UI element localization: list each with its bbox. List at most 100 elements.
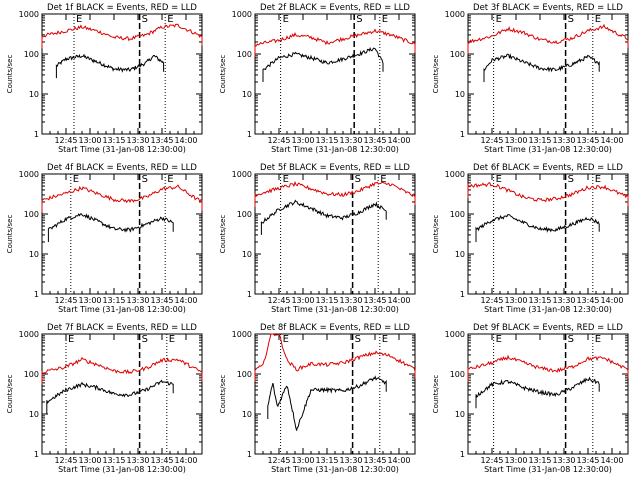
panel-det-9: Det 9f BLACK = Events, RED = LLD 1 10 100 10… [432,323,629,474]
panel-det-5: Det 5f BLACK = Events, RED = LLD 1 10 100 10… [219,163,416,314]
series-lld [254,180,416,207]
y-tick-label: 10 [455,90,465,99]
y-tick-label: 1000 [445,170,465,179]
x-tick-label: 12:45 [267,296,290,305]
x-tick-label: 12:45 [54,296,77,305]
x-tick-label: 13:00 [78,136,101,145]
marker-label: E [496,14,502,25]
y-axis-label: Counts/sec [6,55,14,94]
y-tick-label: 1 [34,290,39,299]
panel-title: Det 3f BLACK = Events, RED = LLD [473,3,623,13]
x-tick-label: 13:30 [552,136,575,145]
plot-frame [467,173,629,295]
marker-label: S [355,174,361,185]
x-tick-label: 12:45 [267,136,290,145]
y-tick-label: 100 [237,50,252,59]
x-tick-label: 13:30 [126,136,149,145]
marker-label: E [68,334,74,345]
y-tick-label: 100 [450,210,465,219]
x-tick-label: 13:45 [363,136,386,145]
x-tick-label: 14:00 [600,136,623,145]
x-axis-label: Start Time (31-Jan-08 12:30:00) [271,145,399,154]
x-tick-label: 13:00 [504,136,527,145]
x-tick-label: 12:45 [480,296,503,305]
x-axis-label: Start Time (31-Jan-08 12:30:00) [484,145,612,154]
x-tick-label: 13:45 [576,296,599,305]
panel-title: Det 4f BLACK = Events, RED = LLD [47,163,197,173]
panel-det-3: Det 3f BLACK = Events, RED = LLD 1 10 100 10… [432,3,629,154]
x-tick-label: 13:15 [102,296,125,305]
x-tick-label: 13:30 [339,136,362,145]
marker-label: E [283,14,289,25]
y-tick-label: 10 [29,250,39,259]
y-tick-label: 1000 [19,330,39,339]
x-tick-label: 13:00 [291,136,314,145]
y-axis-label: Counts/sec [6,215,14,254]
marker-label: E [169,334,175,345]
x-tick-label: 14:00 [387,136,410,145]
y-tick-label: 1 [460,290,465,299]
y-axis-label: Counts/sec [219,375,227,414]
marker-label: E [283,174,289,185]
x-axis-label: Start Time (31-Jan-08 12:30:00) [271,305,399,314]
panel-title: Det 9f BLACK = Events, RED = LLD [473,323,623,333]
x-tick-label: 13:15 [528,456,551,465]
marker-label: S [355,334,361,345]
plot-frame [254,333,416,455]
series-lld [41,184,203,213]
x-tick-label: 13:45 [150,456,173,465]
y-tick-label: 1000 [232,330,252,339]
series-events [55,53,165,79]
marker-label: E [382,14,388,25]
x-tick-label: 13:30 [339,456,362,465]
marker-label: S [142,334,148,345]
x-axis-label: Start Time (31-Jan-08 12:30:00) [58,145,186,154]
x-tick-label: 13:45 [363,456,386,465]
x-tick-label: 13:15 [528,136,551,145]
series-lld [254,28,416,57]
series-events [47,213,174,242]
x-tick-label: 14:00 [174,296,197,305]
y-tick-label: 100 [237,210,252,219]
plot-frame [254,173,416,295]
x-axis-label: Start Time (31-Jan-08 12:30:00) [484,305,612,314]
marker-label: S [568,14,574,25]
marker-label: E [380,174,386,185]
x-tick-label: 13:15 [315,296,338,305]
series-lld [41,356,203,385]
y-tick-label: 1000 [232,10,252,19]
marker-label: E [595,334,601,345]
marker-label: E [595,174,601,185]
x-tick-label: 13:45 [363,296,386,305]
x-tick-label: 14:00 [387,456,410,465]
y-tick-label: 100 [450,50,465,59]
panel-det-4: Det 4f BLACK = Events, RED = LLD 1 10 100 10… [6,163,203,314]
y-tick-label: 100 [450,370,465,379]
x-tick-label: 14:00 [600,456,623,465]
y-tick-label: 100 [237,370,252,379]
y-axis-label: Counts/sec [432,375,440,414]
panel-title: Det 5f BLACK = Events, RED = LLD [260,163,410,173]
series-events [267,375,387,431]
y-tick-label: 10 [242,250,252,259]
marker-label: S [356,14,362,25]
marker-label: E [382,334,388,345]
y-tick-label: 1 [247,450,252,459]
panel-title: Det 8f BLACK = Events, RED = LLD [260,323,410,333]
x-axis-label: Start Time (31-Jan-08 12:30:00) [271,465,399,474]
series-events [260,199,387,235]
panel-det-2: Det 2f BLACK = Events, RED = LLD 1 10 100 10… [219,3,416,154]
x-tick-label: 12:45 [54,136,77,145]
x-tick-label: 13:15 [528,296,551,305]
y-tick-label: 100 [24,210,39,219]
y-tick-label: 1000 [232,170,252,179]
marker-label: E [496,174,502,185]
plot-frame [254,13,416,135]
plot-frame [467,13,629,135]
y-tick-label: 10 [242,410,252,419]
series-lld [467,23,629,54]
panel-title: Det 7f BLACK = Events, RED = LLD [47,323,197,333]
y-axis-label: Counts/sec [6,375,14,414]
x-tick-label: 13:00 [78,456,101,465]
